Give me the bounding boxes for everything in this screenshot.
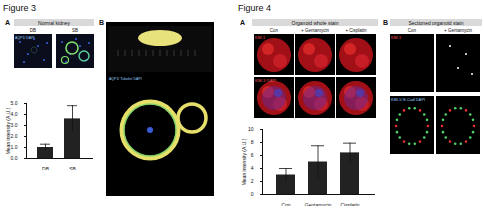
- svg-text:KIM-1/ E-Cad/ DAPI: KIM-1/ E-Cad/ DAPI: [391, 98, 425, 102]
- svg-text:2.0: 2.0: [11, 133, 18, 139]
- svg-text:SB: SB: [69, 166, 76, 170]
- svg-text:6: 6: [251, 152, 254, 158]
- svg-text:Figure 4: Figure 4: [238, 3, 271, 13]
- svg-text:DB: DB: [42, 166, 50, 170]
- svg-text:Organoid whole stain: Organoid whole stain: [292, 20, 339, 26]
- svg-text:0.0: 0.0: [11, 155, 18, 161]
- svg-text:A: A: [5, 19, 10, 26]
- svg-text:Figure 3: Figure 3: [3, 3, 36, 13]
- svg-text:10: 10: [248, 126, 254, 132]
- svg-text:2: 2: [251, 178, 254, 184]
- svg-text:+ Cisplatin: + Cisplatin: [345, 28, 367, 33]
- svg-text:KIM-1/ DAPI: KIM-1/ DAPI: [255, 79, 276, 83]
- svg-text:AQP1/ DAPI: AQP1/ DAPI: [15, 36, 34, 40]
- svg-text:Normal kidney: Normal kidney: [38, 20, 70, 26]
- svg-text:Con: Con: [408, 28, 417, 33]
- svg-text:DB: DB: [30, 28, 36, 33]
- svg-text:4: 4: [251, 165, 254, 171]
- svg-text:Gentamycin: Gentamycin: [305, 202, 332, 206]
- svg-text:KIM-1: KIM-1: [255, 36, 265, 40]
- svg-text:Con: Con: [270, 28, 279, 33]
- svg-text:3.0: 3.0: [11, 122, 18, 128]
- svg-text:5.0: 5.0: [11, 100, 18, 106]
- svg-text:KIM-1: KIM-1: [391, 36, 401, 40]
- svg-text:Cisplatin: Cisplatin: [340, 202, 359, 206]
- svg-text:Mean intensity (A.U.): Mean intensity (A.U.): [5, 107, 11, 154]
- svg-text:8: 8: [251, 139, 254, 145]
- svg-text:B: B: [383, 19, 388, 26]
- svg-text:+ Gentamycin: + Gentamycin: [444, 28, 472, 33]
- svg-text:B: B: [99, 19, 104, 26]
- svg-text:+ Gentamycin: + Gentamycin: [301, 28, 329, 33]
- svg-text:4.0: 4.0: [11, 111, 18, 117]
- svg-text:Mean intensity (A.U.): Mean intensity (A.U.): [241, 138, 247, 185]
- svg-text:Con: Con: [281, 202, 290, 206]
- svg-text:0: 0: [251, 191, 254, 197]
- svg-text:A: A: [240, 19, 245, 26]
- svg-text:AQP1/ Tubulin/ DAPI: AQP1/ Tubulin/ DAPI: [109, 77, 142, 81]
- svg-text:SB: SB: [72, 28, 78, 33]
- svg-text:Sectioned organoid stain: Sectioned organoid stain: [408, 20, 463, 26]
- svg-text:1.0: 1.0: [11, 144, 18, 150]
